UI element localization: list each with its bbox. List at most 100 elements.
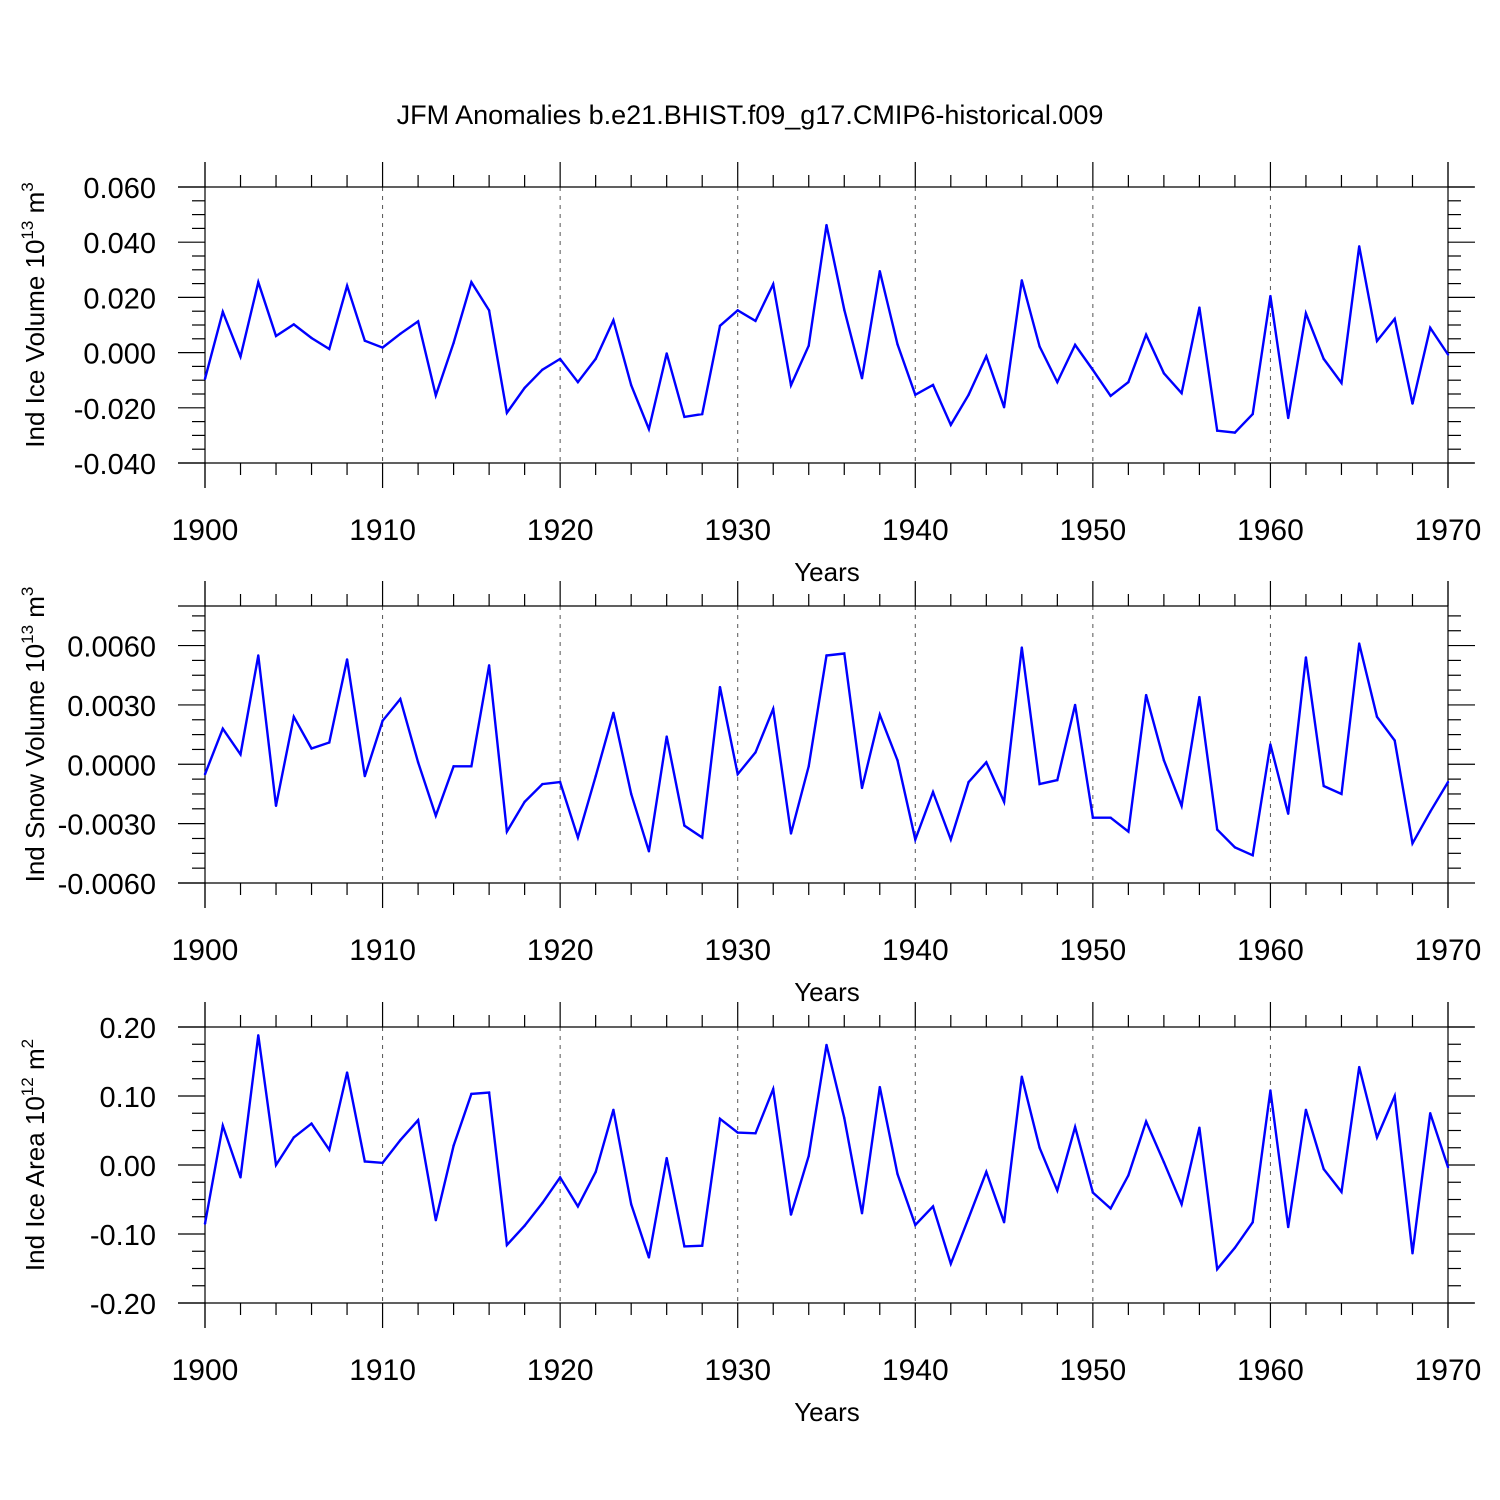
x-tick-label: 1960: [1237, 514, 1304, 547]
data-point: [576, 836, 580, 839]
data-point: [1233, 431, 1237, 434]
data-point: [274, 334, 278, 338]
data-point: [1411, 402, 1414, 405]
data-point: [683, 1245, 686, 1248]
data-point: [1056, 778, 1059, 782]
y-tick-label: -0.0030: [58, 810, 156, 842]
data-point: [896, 759, 899, 762]
data-point: [825, 1043, 828, 1047]
data-point: [1215, 429, 1219, 432]
data-point: [825, 223, 828, 227]
data-point: [1020, 646, 1024, 649]
y-tick-label: 0.060: [83, 173, 156, 205]
x-tick-label: 1900: [172, 1354, 239, 1387]
x-tick-label: 1960: [1237, 934, 1304, 967]
data-point: [985, 761, 988, 764]
y-tick-label: 0.0060: [67, 632, 156, 664]
y-tick-label: -0.20: [90, 1289, 156, 1321]
data-point: [274, 1163, 278, 1167]
y-axis-label: Ind Ice Volume 1013 m3: [18, 182, 50, 447]
data-point: [292, 715, 295, 718]
data-point: [878, 713, 881, 717]
data-point: [754, 1132, 757, 1135]
data-point: [807, 765, 810, 768]
data-point: [789, 383, 793, 387]
panels: 0.060 0.040 0.020 0.000 -0.020 -0.040 1900 1910…: [18, 162, 1481, 1427]
data-point: [1393, 317, 1396, 321]
data-point: [701, 412, 704, 416]
data-point: [416, 761, 420, 764]
data-point: [399, 1138, 402, 1142]
panel-2: 0.0060 0.0030 0.0000 -0.0030 -0.0060 1900 1910…: [18, 581, 1481, 1007]
y-tick-label: 0.0030: [67, 691, 156, 723]
data-point: [576, 380, 580, 384]
x-tick-label: 1930: [704, 514, 771, 547]
data-point: [558, 1176, 562, 1179]
data-point: [967, 780, 970, 784]
data-point: [1429, 326, 1432, 329]
data-point: [558, 357, 562, 361]
data-point: [452, 341, 455, 345]
data-point: [221, 310, 224, 313]
data-point: [772, 1087, 775, 1091]
data-point: [203, 772, 207, 776]
data-point: [1304, 312, 1308, 315]
data-point: [452, 765, 455, 768]
data-point: [1269, 743, 1272, 746]
y-tick-label: -0.10: [90, 1220, 156, 1252]
y-tick-label: 0.040: [83, 228, 156, 260]
series-line: [203, 643, 1450, 858]
y-tick-label: 0.10: [100, 1082, 156, 1114]
data-point: [257, 654, 260, 657]
data-point: [612, 1108, 615, 1112]
x-tick-label: 1920: [527, 934, 594, 967]
data-point: [1144, 693, 1148, 697]
data-point: [1286, 812, 1290, 815]
data-point: [736, 772, 739, 776]
data-point: [1286, 1225, 1290, 1229]
data-point: [1215, 828, 1219, 831]
data-point: [949, 838, 952, 841]
panel-3: 0.20 0.10 0.00 -0.10 -0.20 1900 1910 1920 1930 19…: [18, 1002, 1481, 1427]
x-tick-label: 1960: [1237, 1354, 1304, 1387]
data-point: [1038, 1146, 1041, 1149]
data-point: [274, 804, 278, 808]
data-point: [363, 774, 367, 778]
data-point: [701, 836, 704, 839]
data-point: [807, 1154, 810, 1158]
data-point: [470, 765, 473, 768]
data-point: [843, 652, 846, 655]
data-point: [505, 411, 509, 414]
data-point: [523, 800, 526, 804]
data-point: [345, 658, 349, 661]
data-point: [825, 654, 828, 657]
data-point: [647, 1256, 651, 1259]
data-point: [487, 309, 491, 312]
data-point: [985, 1170, 988, 1174]
y-tick-label: 0.00: [100, 1151, 156, 1183]
data-point: [310, 336, 313, 340]
data-point: [505, 830, 509, 833]
data-point: [381, 719, 384, 722]
data-point: [221, 727, 224, 730]
data-point: [1286, 416, 1290, 420]
data-point: [541, 782, 544, 786]
data-point: [470, 1092, 473, 1096]
data-point: [381, 1161, 384, 1165]
data-point: [1002, 406, 1006, 409]
data-point: [239, 355, 242, 358]
series-line: [203, 224, 1449, 434]
data-point: [931, 1205, 935, 1208]
data-point: [931, 383, 935, 387]
data-point: [576, 1205, 580, 1208]
data-point: [789, 832, 793, 835]
data-point: [1109, 1207, 1112, 1210]
data-point: [1269, 1089, 1272, 1092]
data-point: [221, 1124, 224, 1127]
x-tick-label: 1930: [704, 934, 771, 967]
data-point: [1340, 1190, 1343, 1194]
data-point: [1375, 715, 1379, 718]
data-point: [1020, 1075, 1024, 1078]
data-point: [257, 281, 260, 284]
